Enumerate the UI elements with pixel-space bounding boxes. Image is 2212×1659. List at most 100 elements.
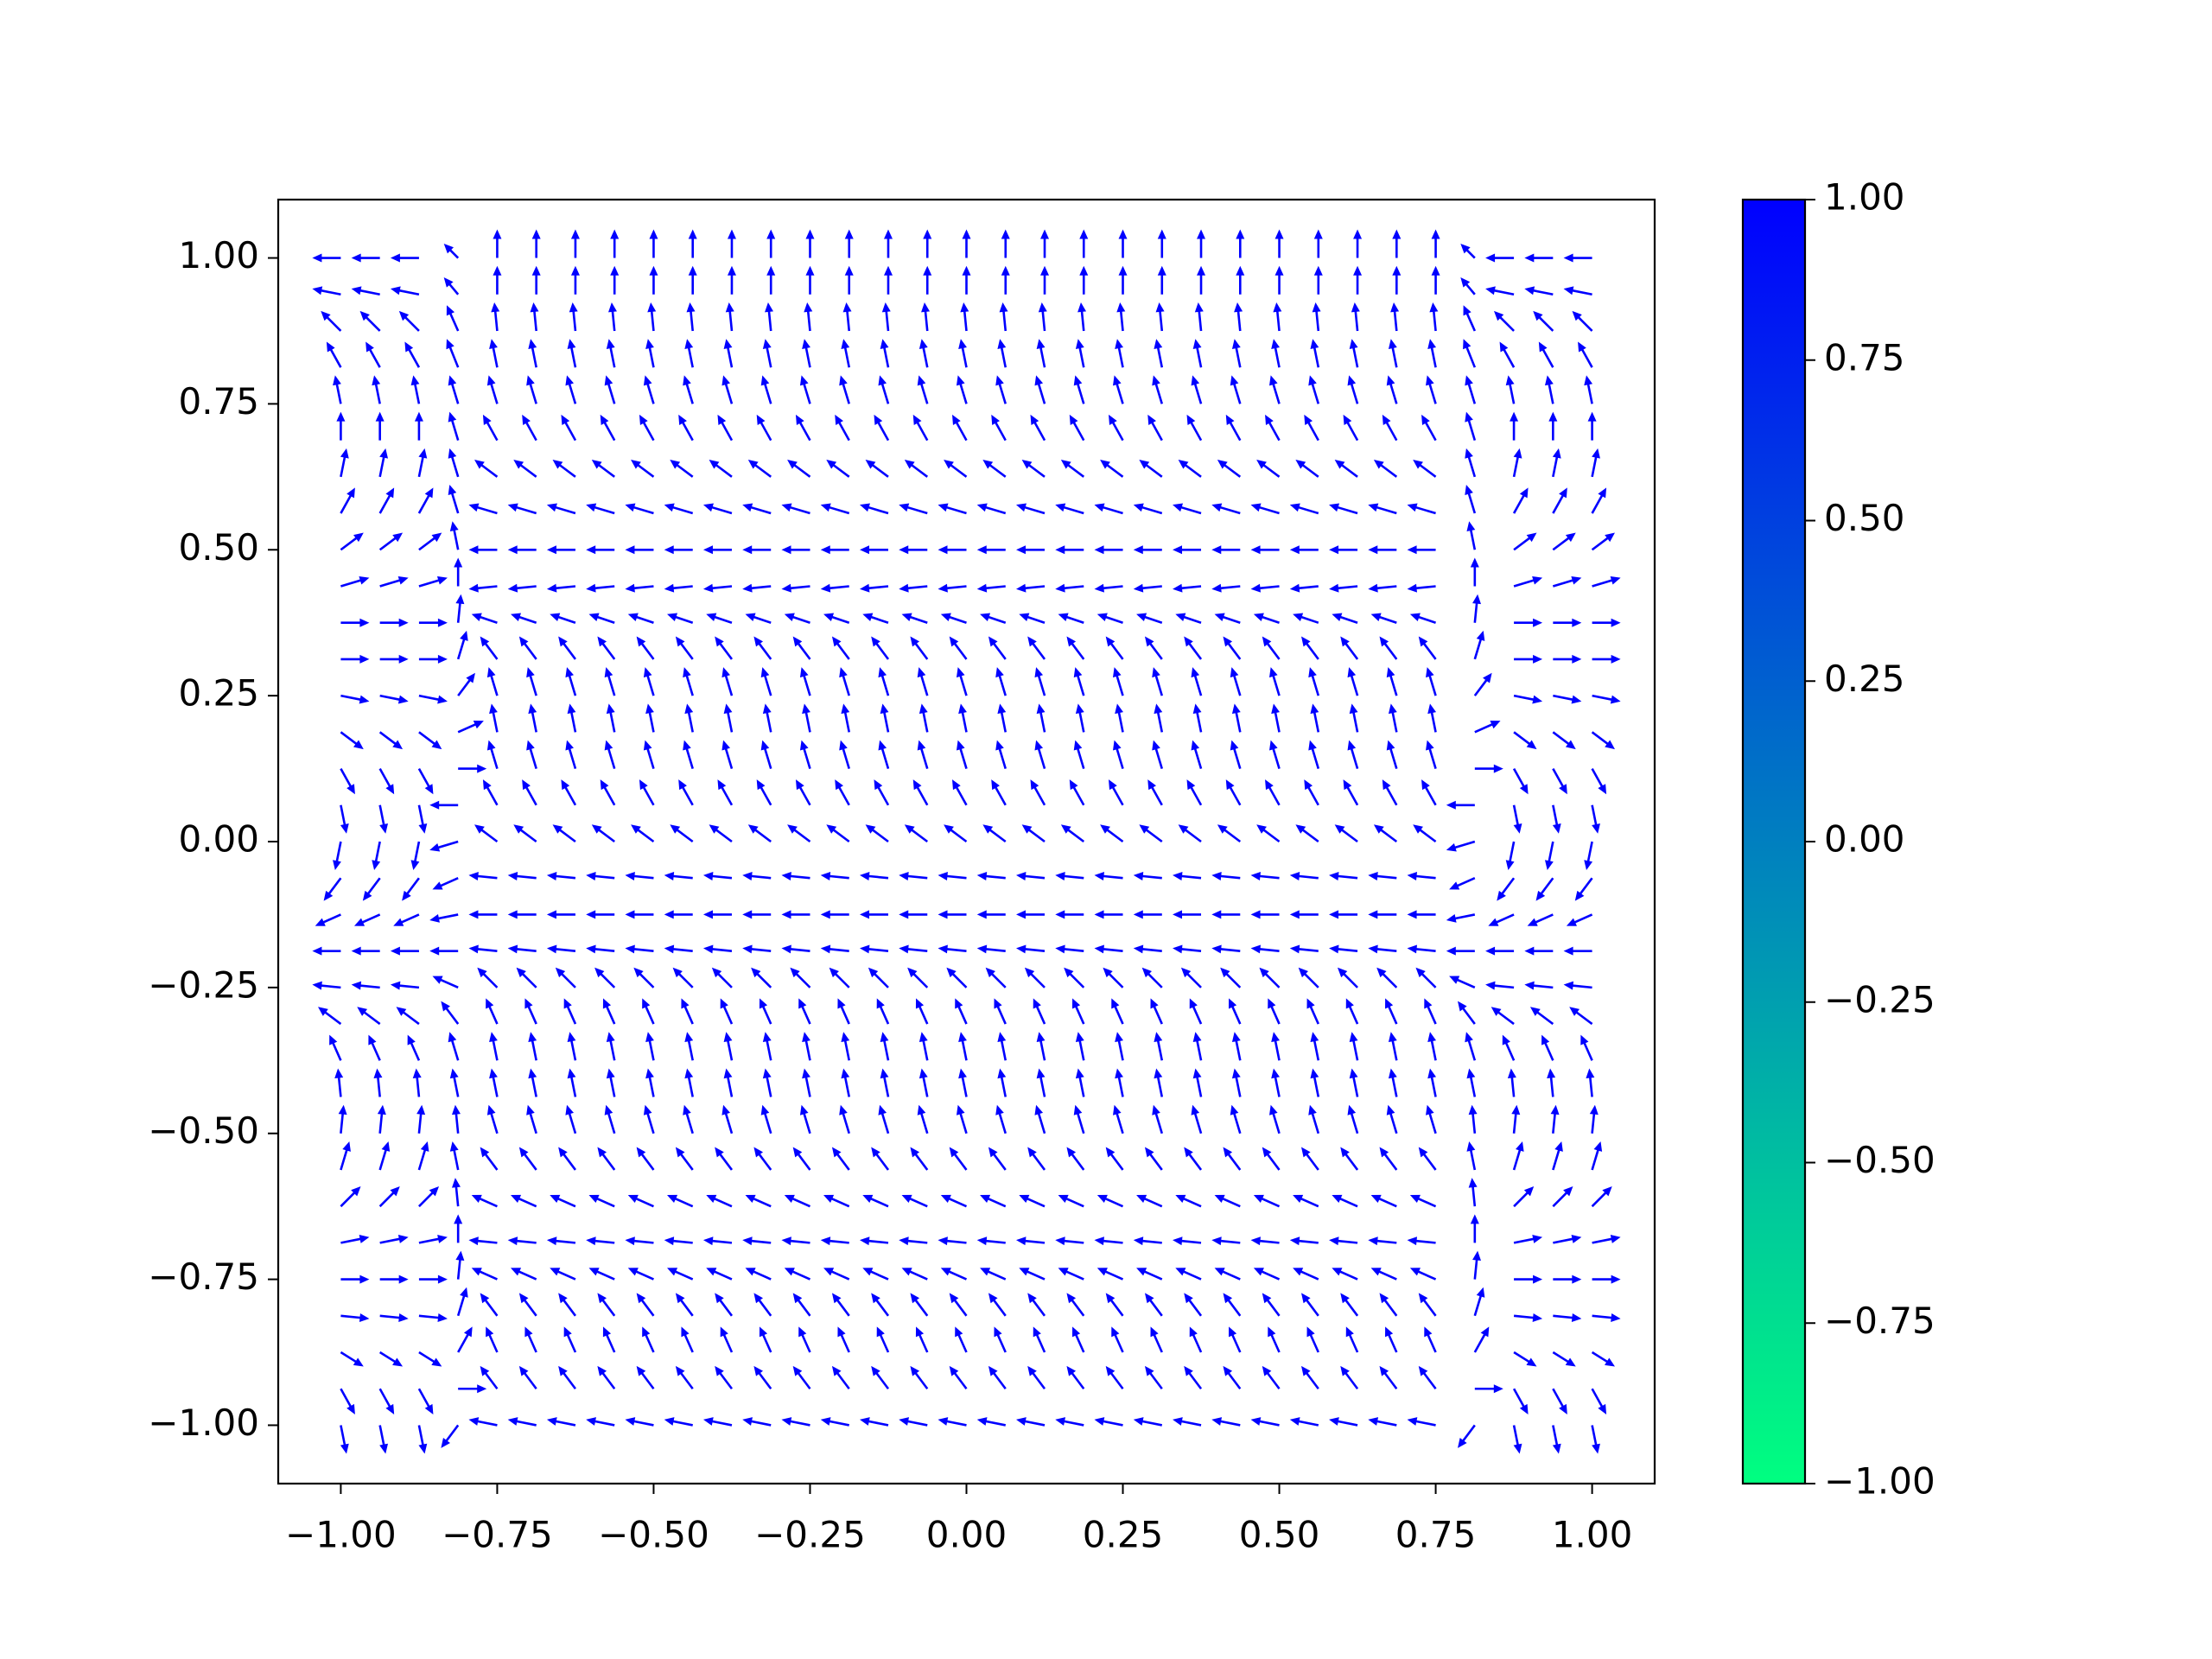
arrow [546,583,576,593]
arrow [844,265,854,295]
arrow [820,944,849,954]
arrow [489,703,499,733]
arrow [1109,414,1124,442]
arrow [1312,302,1321,332]
arrow [747,824,772,843]
arrow [883,265,893,295]
arrow [784,1268,811,1281]
arrow [823,613,850,624]
arrow [569,302,578,332]
arrow [917,375,929,404]
arrow [1016,545,1046,555]
arrow [753,1147,772,1171]
arrow [938,910,967,919]
arrow [418,1274,448,1284]
arrow [507,1417,537,1427]
arrow [1468,1104,1478,1134]
arrow [1055,545,1084,555]
arrow [457,672,475,696]
arrow [1429,302,1439,332]
arrow [513,824,537,843]
arrow [1458,1001,1476,1025]
arrow [1512,448,1522,478]
arrow [1533,310,1554,332]
arrow [802,703,811,733]
arrow [781,872,810,880]
arrow [1250,545,1280,555]
arrow [1376,967,1398,988]
arrow [1552,1388,1567,1414]
arrow [664,1236,693,1246]
arrow [1231,1032,1242,1061]
arrow [1231,339,1242,368]
arrow [1271,703,1281,733]
arrow [567,1032,577,1061]
arrow [745,1268,772,1281]
arrow [1191,667,1203,696]
arrow [602,1326,616,1353]
arrow [321,310,342,332]
arrow [1256,460,1281,478]
arrow [625,545,654,555]
arrow [333,841,342,870]
arrow [378,532,404,551]
arrow [1253,1268,1281,1281]
arrow [351,946,380,956]
arrow [837,1326,850,1353]
arrow [1458,1424,1476,1448]
arrow [378,487,395,514]
arrow [1474,764,1503,773]
arrow [625,872,654,880]
arrow [702,944,733,954]
arrow [1038,302,1047,332]
arrow [340,575,370,588]
arrow [1071,1326,1085,1353]
arrow [1541,1034,1554,1061]
arrow [351,286,380,296]
arrow [1060,460,1085,478]
arrow [1592,575,1621,588]
arrow [759,998,772,1025]
arrow [1250,1417,1280,1427]
arrow [664,910,693,919]
arrow [915,998,929,1025]
arrow [1514,654,1543,664]
arrow [1507,1068,1516,1097]
arrow [1055,944,1084,954]
arrow [396,1007,420,1026]
arrow [1225,779,1242,806]
arrow [1214,1268,1241,1281]
arrow [340,804,349,834]
arrow [1105,1365,1124,1390]
arrow [1373,824,1398,843]
arrow [823,1194,850,1208]
arrow [1368,503,1397,515]
x-tick-label: 0.75 [1395,1514,1477,1556]
arrow [452,1104,461,1134]
arrow [1329,503,1358,515]
arrow [1390,302,1400,332]
arrow [1150,1326,1163,1353]
arrow [1034,1104,1046,1135]
arrow [910,636,929,660]
arrow [1197,229,1206,258]
arrow [410,375,421,404]
arrow [1591,804,1600,834]
arrow [831,1147,850,1171]
arrow [1514,618,1543,627]
arrow [418,694,448,704]
arrow [1066,636,1085,660]
arrow [781,944,810,954]
arrow [1563,253,1592,263]
arrow [416,1104,426,1134]
arrow [546,1417,576,1427]
arrow [507,1236,537,1246]
x-tick-label: 0.25 [1083,1514,1164,1556]
arrow [1211,872,1241,880]
arrow [1379,1293,1398,1317]
arrow [625,1417,654,1427]
arrow [820,583,849,593]
arrow [781,545,810,555]
arrow [1446,840,1476,852]
arrow [829,967,850,988]
